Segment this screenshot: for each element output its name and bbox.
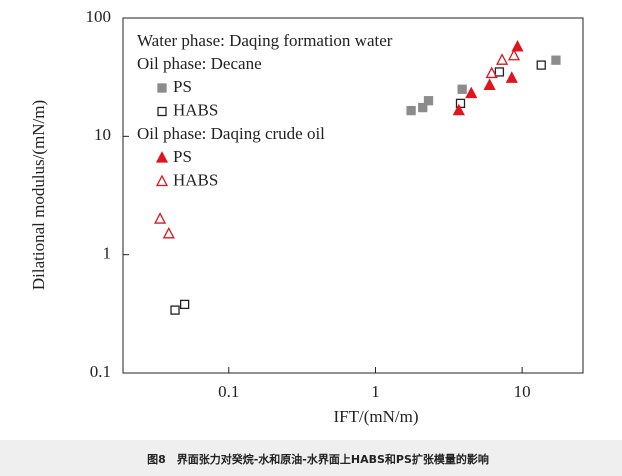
legend-label: HABS (173, 170, 218, 189)
legend-label: PS (173, 77, 192, 96)
marker (494, 67, 505, 77)
y-tick-label: 10 (94, 125, 111, 144)
caption: 图8 界面张力对癸烷-水和原油-水界面上HABS和PS扩张模量的影响 (147, 452, 489, 466)
marker (507, 48, 521, 61)
marker (483, 78, 496, 90)
marker (511, 39, 524, 52)
marker (418, 102, 428, 113)
marker (505, 71, 518, 83)
x-tick-label: 1 (371, 382, 380, 401)
marker (406, 105, 416, 116)
legend-marker (157, 106, 167, 117)
marker (162, 226, 175, 239)
marker (465, 86, 478, 99)
legend-marker (157, 83, 167, 93)
marker (153, 212, 167, 224)
marker (457, 84, 467, 94)
marker (452, 103, 465, 116)
x-tick-label: 10 (514, 382, 531, 401)
y-tick-label: 0.1 (90, 362, 111, 381)
marker (170, 305, 180, 315)
marker (536, 60, 546, 70)
plot-frame (122, 17, 584, 374)
y-tick-label: 100 (86, 7, 112, 26)
caption-band (0, 440, 622, 476)
marker (551, 55, 561, 65)
marker (179, 299, 190, 310)
marker (485, 66, 498, 79)
x-axis-label: IFT/(mN/m) (334, 407, 419, 426)
legend-label: PS (173, 147, 192, 166)
y-axis-label: Dilational modulus/(mN/m) (29, 100, 48, 290)
legend-heading: Oil phase: Decane (137, 54, 262, 73)
legend-marker (155, 174, 169, 187)
x-tick-label: 0.1 (218, 382, 239, 401)
legend-heading: Oil phase: Daqing crude oil (137, 124, 325, 143)
legend-label: HABS (173, 100, 218, 119)
marker (496, 53, 509, 65)
marker (423, 96, 434, 106)
legend-marker (155, 151, 169, 163)
y-tick-label: 1 (103, 244, 112, 263)
legend-heading: Water phase: Daqing formation water (137, 31, 393, 50)
